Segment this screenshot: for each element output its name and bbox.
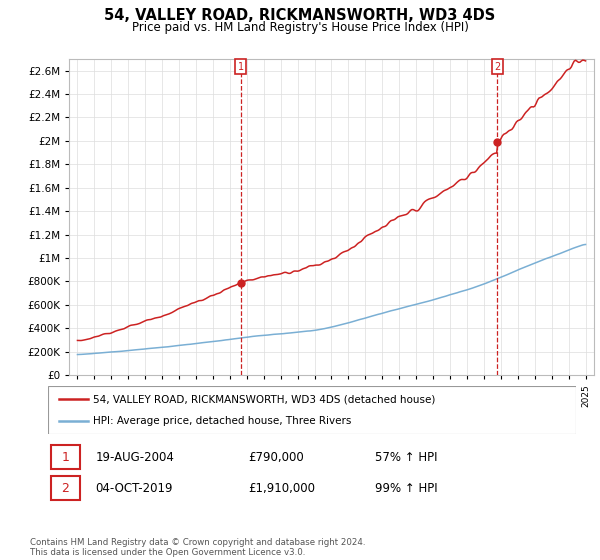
Text: 19-AUG-2004: 19-AUG-2004 [95,451,175,464]
Text: 2: 2 [61,482,69,494]
Text: 2: 2 [494,62,500,72]
Text: Contains HM Land Registry data © Crown copyright and database right 2024.
This d: Contains HM Land Registry data © Crown c… [30,538,365,557]
Text: 04-OCT-2019: 04-OCT-2019 [95,482,173,494]
Text: 1: 1 [238,62,244,72]
Text: HPI: Average price, detached house, Three Rivers: HPI: Average price, detached house, Thre… [93,416,351,426]
Text: Price paid vs. HM Land Registry's House Price Index (HPI): Price paid vs. HM Land Registry's House … [131,21,469,34]
Text: 57% ↑ HPI: 57% ↑ HPI [376,451,438,464]
Text: 54, VALLEY ROAD, RICKMANSWORTH, WD3 4DS (detached house): 54, VALLEY ROAD, RICKMANSWORTH, WD3 4DS … [93,394,435,404]
Text: £1,910,000: £1,910,000 [248,482,316,494]
Text: £790,000: £790,000 [248,451,304,464]
Text: 1: 1 [61,451,69,464]
FancyBboxPatch shape [50,476,80,501]
FancyBboxPatch shape [50,445,80,469]
FancyBboxPatch shape [48,386,576,434]
Text: 54, VALLEY ROAD, RICKMANSWORTH, WD3 4DS: 54, VALLEY ROAD, RICKMANSWORTH, WD3 4DS [104,8,496,24]
Text: 99% ↑ HPI: 99% ↑ HPI [376,482,438,494]
